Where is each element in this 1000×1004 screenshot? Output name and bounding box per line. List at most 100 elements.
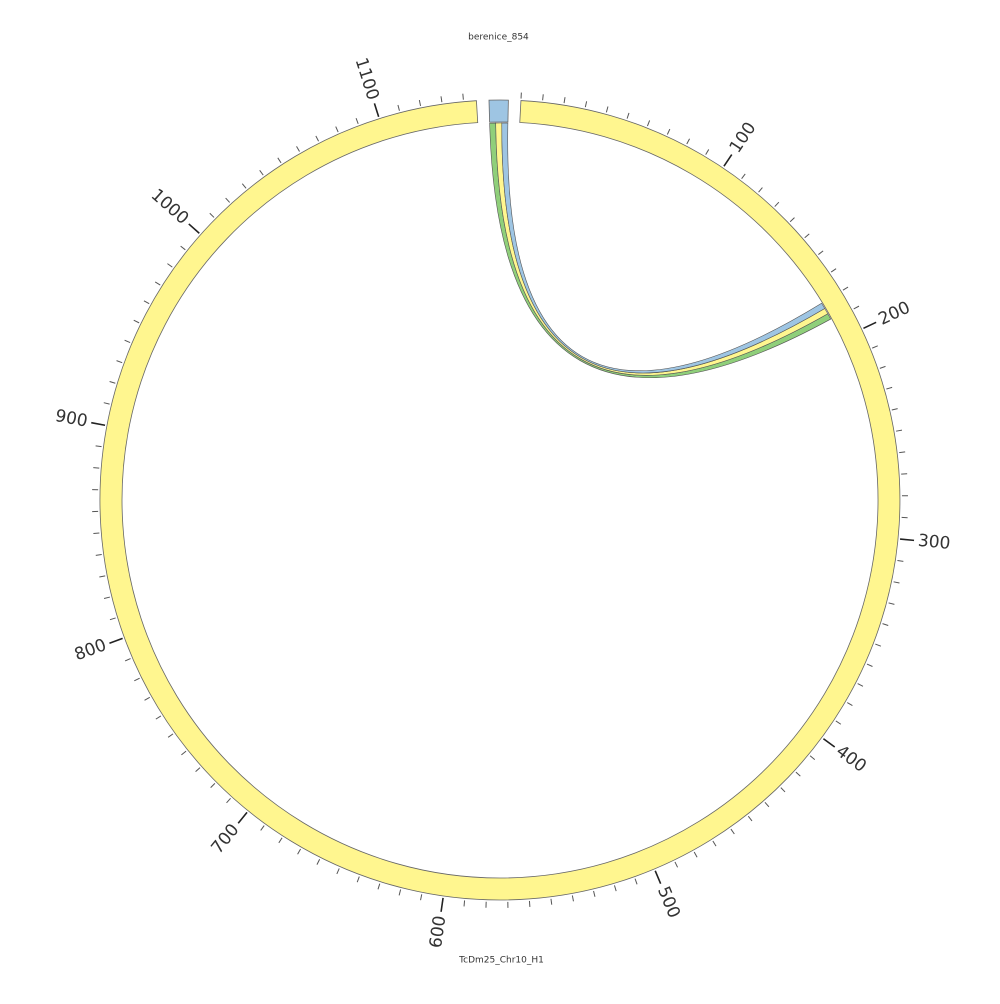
minor-tick [398,105,400,111]
minor-tick [781,788,785,792]
link-ribbon [490,123,831,378]
minor-tick [357,877,359,883]
minor-tick [441,96,442,102]
minor-tick [134,320,139,323]
minor-tick [585,101,586,107]
minor-tick [872,346,878,348]
minor-tick [742,174,746,179]
minor-tick [104,403,110,404]
minor-tick [748,816,752,821]
minor-tick [336,127,338,132]
tick-label: 100 [726,119,761,157]
minor-tick [883,624,889,626]
minor-tick [110,381,116,383]
minor-tick [144,301,149,304]
major-tick [91,423,105,426]
major-tick [823,739,834,747]
minor-tick [594,891,595,897]
minor-tick [790,218,794,222]
minor-tick [298,849,301,854]
minor-tick [278,158,281,163]
minor-tick [867,664,872,666]
minor-tick [713,841,716,846]
minor-tick [227,798,231,802]
minor-tick [464,900,465,906]
major-tick [724,155,732,167]
minor-tick [694,852,697,857]
minor-tick [317,859,320,864]
minor-tick [899,452,905,453]
minor-tick [117,361,123,363]
minor-tick [297,146,300,151]
minor-tick [564,97,565,103]
minor-tick [667,129,669,134]
minor-tick [810,756,815,760]
major-tick [863,322,876,328]
minor-tick [104,597,110,598]
tick-label: 600 [426,914,450,949]
minor-tick [614,885,616,891]
minor-tick [181,751,186,755]
minor-tick [731,829,734,834]
tick-label: 400 [832,741,870,776]
minor-tick [421,894,422,900]
minor-tick [880,366,886,368]
tick-label: 800 [72,635,109,665]
tick-label: 300 [917,531,951,554]
major-tick [441,898,443,912]
minor-tick [261,826,265,831]
segment-arc [489,100,508,122]
tick-label: 700 [207,820,243,858]
minor-tick [155,282,160,285]
major-tick [238,812,247,823]
minor-tick [156,716,161,719]
minor-tick [635,879,637,885]
minor-tick [99,576,105,577]
minor-tick [831,269,836,272]
minor-tick [463,94,464,100]
minor-tick [892,409,898,410]
link-ribbon [496,123,828,375]
major-tick [900,539,914,540]
minor-tick [805,234,810,238]
minor-tick [896,430,902,431]
minor-tick [168,734,173,737]
minor-tick [543,94,544,100]
minor-tick [897,561,903,562]
minor-tick [818,251,823,255]
minor-tick [145,697,150,700]
minor-tick [419,100,420,106]
minor-tick [196,768,200,772]
tick-label: 1000 [147,185,193,229]
minor-tick [260,170,264,175]
segment-label: TcDm25_Chr10_H1 [458,955,544,965]
minor-tick [125,659,131,661]
minor-tick [759,188,763,193]
minor-tick [356,118,358,124]
major-tick [109,638,122,643]
minor-tick [706,149,709,154]
minor-tick [775,202,779,206]
minor-tick [279,838,282,843]
minor-tick [125,340,131,342]
minor-tick [843,287,848,290]
minor-tick [675,862,678,867]
minor-tick [378,884,380,890]
major-tick [374,103,378,116]
minor-tick [181,246,186,250]
minor-tick [889,603,895,605]
minor-tick [606,107,608,113]
tick-label: 900 [54,406,90,432]
minor-tick [836,721,841,724]
tick-label: 500 [653,884,684,922]
minor-tick [134,678,139,681]
tick-label: 1100 [351,55,383,102]
segment-label: berenice_854 [468,33,529,43]
minor-tick [687,139,690,144]
minor-tick [894,582,900,583]
minor-tick [96,446,102,447]
major-tick [655,871,660,884]
minor-tick [765,802,769,807]
